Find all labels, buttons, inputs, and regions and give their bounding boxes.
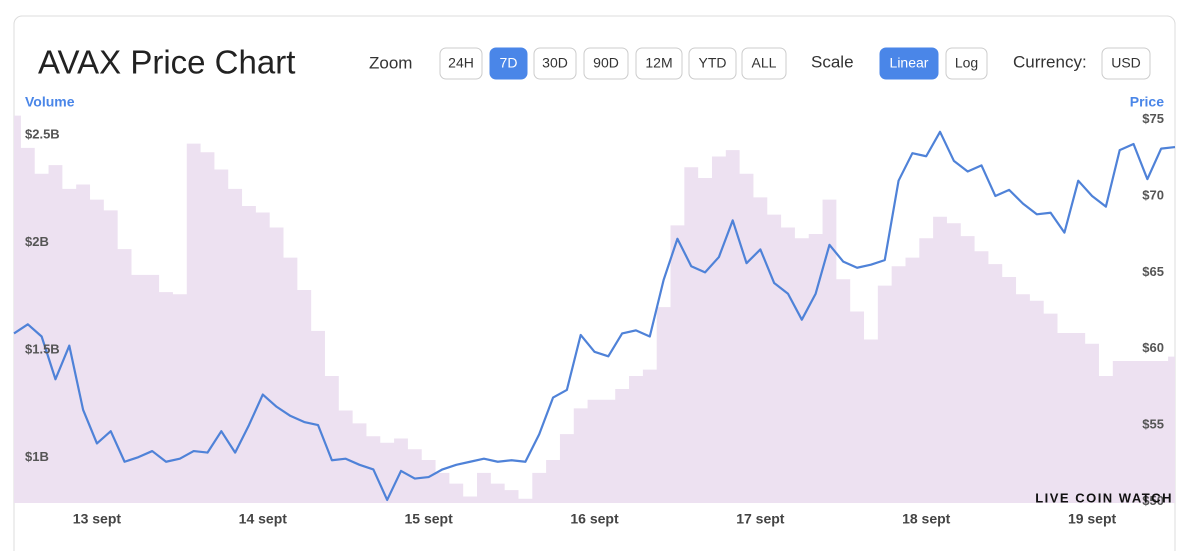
button-label[interactable]: ALL xyxy=(752,55,777,71)
button-label[interactable]: 30D xyxy=(542,55,568,71)
x-tick-label: 15 sept xyxy=(405,511,454,527)
button[interactable]: 7D xyxy=(489,47,528,80)
scale-label: Scale xyxy=(811,52,854,71)
button-bg[interactable] xyxy=(489,47,528,80)
button-bg[interactable] xyxy=(945,47,988,80)
zoom-label: Zoom xyxy=(369,53,412,72)
button-label[interactable]: 24H xyxy=(448,55,474,71)
button-label[interactable]: Log xyxy=(955,55,978,71)
y-tick-label: $1.5B xyxy=(25,342,60,357)
button[interactable]: ALL xyxy=(741,47,787,80)
button-label[interactable]: Linear xyxy=(890,55,929,71)
button-bg[interactable] xyxy=(1101,47,1151,80)
x-tick-label: 16 sept xyxy=(570,511,619,527)
volume-area xyxy=(14,115,1175,503)
page-title: AVAX Price Chart xyxy=(38,44,295,81)
button-bg[interactable] xyxy=(688,47,737,80)
axis-title: Volume xyxy=(25,94,75,110)
currency-label: Currency: xyxy=(1013,52,1087,71)
axis-title: Price xyxy=(1130,94,1164,110)
y2-tick-label: $70 xyxy=(1142,187,1164,202)
y2-tick-label: $55 xyxy=(1142,417,1164,432)
y2-tick-label: $75 xyxy=(1142,111,1164,126)
button[interactable]: Log xyxy=(945,47,988,80)
y2-tick-label: $60 xyxy=(1142,340,1164,355)
y2-tick-label: $50 xyxy=(1142,493,1164,508)
y2-tick-label: $65 xyxy=(1142,264,1164,279)
watermark: LIVE COIN WATCH xyxy=(1035,490,1173,505)
y-tick-label: $1B xyxy=(25,449,49,464)
button[interactable]: 12M xyxy=(635,47,683,80)
button-label[interactable]: USD xyxy=(1111,55,1141,71)
button-bg[interactable] xyxy=(635,47,683,80)
button[interactable]: 30D xyxy=(533,47,577,80)
x-tick-label: 17 sept xyxy=(736,511,785,527)
button[interactable]: YTD xyxy=(688,47,737,80)
x-tick-label: 19 sept xyxy=(1068,511,1117,527)
x-tick-label: 13 sept xyxy=(73,511,122,527)
button[interactable]: 24H xyxy=(439,47,483,80)
y-tick-label: $2B xyxy=(25,234,49,249)
button-label[interactable]: YTD xyxy=(699,55,727,71)
price-line xyxy=(13,130,1176,502)
button-bg[interactable] xyxy=(741,47,787,80)
button-bg[interactable] xyxy=(439,47,483,80)
button-bg[interactable] xyxy=(879,47,939,80)
button-label[interactable]: 90D xyxy=(593,55,619,71)
button-bg[interactable] xyxy=(533,47,577,80)
button-label[interactable]: 12M xyxy=(645,55,672,71)
button[interactable]: 90D xyxy=(583,47,629,80)
x-tick-label: 18 sept xyxy=(902,511,951,527)
x-tick-label: 14 sept xyxy=(239,511,288,527)
button[interactable]: USD xyxy=(1101,47,1151,80)
button-label[interactable]: 7D xyxy=(500,55,518,71)
button[interactable]: Linear xyxy=(879,47,939,80)
button-bg[interactable] xyxy=(583,47,629,80)
y-tick-label: $2.5B xyxy=(25,126,60,141)
